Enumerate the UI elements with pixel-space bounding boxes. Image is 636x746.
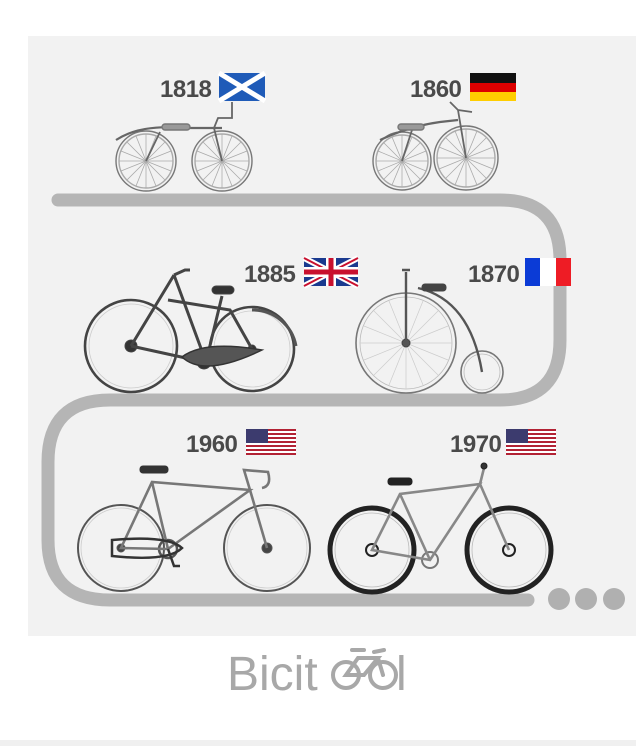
footer-band [0, 740, 636, 746]
year-label: 1960 [186, 431, 238, 458]
draisine-bike-icon [115, 102, 253, 192]
usa-flag-icon [506, 429, 556, 455]
uk-flag-icon [302, 255, 360, 289]
mountain-bike-icon [327, 462, 554, 595]
brand-suffix: l [396, 648, 407, 701]
year-label: 1818 [160, 76, 212, 103]
road-bike-icon [77, 465, 311, 592]
scotland-flag-icon [217, 70, 267, 104]
brand-logo: Bicit l [227, 648, 407, 701]
france-flag-icon [525, 258, 571, 286]
velocipede-bike-icon [372, 101, 499, 191]
continuation-dots [548, 588, 625, 610]
usa-flag-icon [246, 429, 296, 455]
brand-prefix: Bicit [227, 648, 318, 701]
safety-bike-icon [83, 268, 298, 394]
bicycle-icon [331, 648, 398, 690]
penny-farthing-bike-icon [355, 268, 504, 394]
year-label: 1970 [450, 431, 502, 458]
germany-flag-icon [470, 73, 516, 101]
year-label: 1885 [244, 261, 296, 288]
year-label: 1870 [468, 261, 520, 288]
year-label: 1860 [410, 76, 462, 103]
timeline-track [41, 193, 567, 607]
